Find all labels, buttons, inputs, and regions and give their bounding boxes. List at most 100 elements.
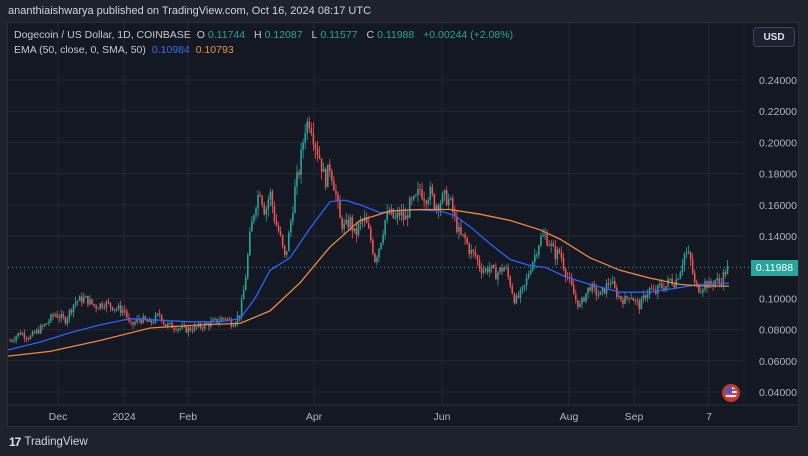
candle-body: [552, 243, 555, 247]
indicator-title[interactable]: EMA (50, close, 0, SMA, 50): [14, 44, 146, 56]
candle-body: [93, 303, 95, 306]
candle-body: [726, 265, 729, 275]
candle-body: [355, 228, 358, 235]
price-axis-label: 0.08000: [759, 325, 797, 337]
candle-body: [515, 295, 518, 304]
tradingview-wordmark: TradingView: [24, 436, 88, 448]
candle-body: [665, 286, 667, 291]
candle-body: [162, 321, 165, 325]
candle-body: [476, 255, 479, 260]
candle-body: [507, 267, 509, 277]
candle-body: [523, 285, 526, 287]
candle-body: [124, 310, 126, 312]
time-axis-label: Dec: [49, 411, 68, 423]
candle-body: [35, 329, 38, 334]
candle-body: [134, 322, 136, 325]
candle-body: [37, 329, 40, 334]
candle-body: [312, 133, 315, 145]
candle-body: [167, 323, 169, 327]
candle-body: [74, 301, 77, 305]
price-axis-label: 0.06000: [759, 356, 797, 368]
candle-body: [554, 246, 557, 260]
candle-body: [181, 325, 183, 329]
candle-body: [52, 314, 54, 317]
price-axis-label: 0.10000: [759, 293, 797, 305]
symbol-title[interactable]: Dogecoin / US Dollar, 1D, COINBASE: [14, 29, 191, 41]
chart-pane[interactable]: [7, 22, 799, 427]
chart-legend: Dogecoin / US Dollar, 1D, COINBASE O 0.11…: [14, 28, 516, 58]
price-axis-label: 0.14000: [759, 231, 797, 243]
candle-body: [560, 252, 563, 258]
candle-body: [9, 340, 11, 342]
candle-body: [277, 225, 280, 232]
currency-button[interactable]: USD: [753, 27, 795, 47]
candle-body: [482, 270, 485, 273]
candle-body: [519, 289, 522, 298]
tradingview-logo[interactable]: 17 TradingView: [9, 435, 88, 449]
candle-body: [203, 323, 206, 329]
candle-body: [337, 194, 339, 202]
candle-body: [679, 272, 682, 279]
candle-body: [259, 194, 261, 197]
candle-body: [497, 272, 499, 280]
candle-body: [148, 319, 151, 322]
candle-body: [54, 314, 56, 317]
candle-body: [644, 295, 647, 299]
candle-body: [716, 278, 719, 280]
candle-body: [677, 278, 680, 280]
candle-body: [388, 212, 391, 214]
candle-body: [83, 297, 85, 303]
candle-body: [240, 299, 243, 318]
candle-body: [456, 216, 458, 232]
candle-body: [402, 211, 405, 220]
candle-body: [681, 264, 684, 273]
candle-body: [341, 218, 343, 229]
candle-body: [345, 219, 347, 224]
candle-body: [154, 314, 157, 323]
candle-body: [31, 331, 34, 336]
candle-body: [431, 186, 434, 195]
candle-body: [251, 221, 253, 232]
candle-body: [42, 325, 44, 327]
candle-body: [15, 336, 17, 341]
indicator-row: EMA (50, close, 0, SMA, 50) 0.10984 0.10…: [14, 43, 516, 58]
candle-body: [304, 132, 306, 143]
candle-body: [271, 191, 274, 207]
candle-body: [220, 317, 222, 322]
candle-body: [652, 289, 655, 291]
candle-body: [650, 288, 653, 290]
candle-body: [296, 172, 298, 187]
candle-body: [585, 293, 587, 302]
candle-body: [404, 215, 407, 220]
candle-body: [367, 223, 370, 229]
candle-body: [550, 243, 552, 246]
candle-body: [640, 298, 643, 310]
candle-body: [113, 309, 116, 311]
candle-body: [185, 326, 188, 333]
candle-body: [454, 212, 456, 217]
candle-body: [58, 317, 60, 319]
candle-body: [255, 208, 257, 216]
candle-body: [232, 325, 235, 327]
candle-body: [529, 269, 532, 274]
candle-body: [382, 234, 384, 244]
candle-body: [486, 268, 489, 273]
candle-body: [400, 211, 403, 216]
candle-body: [618, 296, 620, 298]
candle-body: [439, 203, 442, 211]
candle-body: [441, 193, 444, 204]
time-axis-label: Aug: [560, 411, 579, 423]
candle-body: [398, 212, 401, 216]
candle-body: [599, 291, 602, 295]
candle-body: [298, 172, 300, 175]
candle-body: [62, 314, 65, 318]
candle-body: [501, 267, 503, 272]
candle-body: [425, 201, 427, 204]
candle-body: [603, 287, 606, 294]
us-flag-event-icon[interactable]: [722, 384, 740, 402]
candle-body: [673, 284, 675, 288]
candle-body: [513, 293, 516, 304]
candle-body: [591, 283, 593, 291]
candle-body: [331, 171, 333, 181]
